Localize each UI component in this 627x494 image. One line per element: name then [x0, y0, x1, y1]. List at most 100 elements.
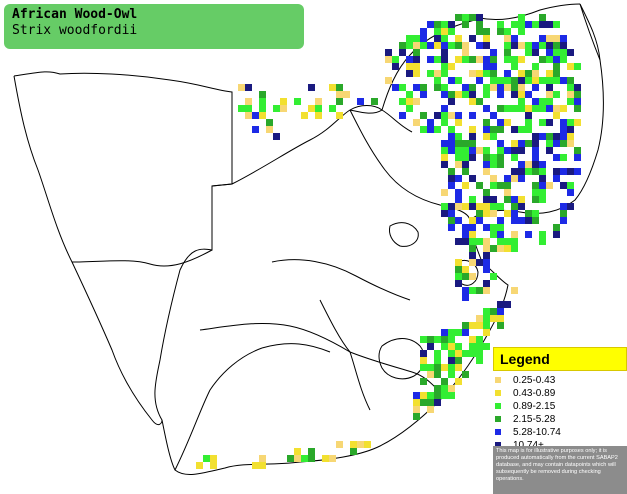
grid-cell	[511, 217, 518, 224]
grid-cell	[301, 455, 308, 462]
grid-cell	[462, 147, 469, 154]
grid-cell	[441, 63, 448, 70]
grid-cell	[455, 112, 462, 119]
grid-cell	[574, 154, 581, 161]
grid-cell	[308, 448, 315, 455]
grid-cell	[462, 371, 469, 378]
grid-cell	[448, 357, 455, 364]
grid-cell	[490, 56, 497, 63]
grid-cell	[546, 119, 553, 126]
grid-cell	[462, 42, 469, 49]
grid-cell	[504, 238, 511, 245]
grid-cell	[490, 70, 497, 77]
grid-cell	[343, 91, 350, 98]
grid-cell	[490, 154, 497, 161]
grid-cell	[553, 70, 560, 77]
grid-cell	[476, 217, 483, 224]
mozambique-coast-north	[579, 3, 601, 61]
grid-cell	[532, 21, 539, 28]
grid-cell	[483, 322, 490, 329]
grid-cell	[532, 210, 539, 217]
grid-cell	[462, 91, 469, 98]
legend-title: Legend	[500, 351, 550, 367]
grid-cell	[532, 147, 539, 154]
grid-cell	[434, 28, 441, 35]
grid-cell	[350, 448, 357, 455]
grid-cell	[455, 42, 462, 49]
grid-cell	[560, 203, 567, 210]
grid-cell	[511, 175, 518, 182]
grid-cell	[462, 182, 469, 189]
grid-cell	[448, 385, 455, 392]
grid-cell	[441, 364, 448, 371]
grid-cell	[567, 77, 574, 84]
orange-river-border	[71, 249, 213, 267]
grid-cell	[483, 154, 490, 161]
grid-cell	[483, 161, 490, 168]
grid-cell	[532, 182, 539, 189]
grid-cell	[497, 203, 504, 210]
grid-cell	[420, 112, 427, 119]
grid-cell	[532, 168, 539, 175]
grid-cell	[546, 84, 553, 91]
grid-cell	[448, 42, 455, 49]
grid-cell	[315, 105, 322, 112]
grid-cell	[483, 56, 490, 63]
grid-cell	[567, 126, 574, 133]
grid-cell	[469, 147, 476, 154]
grid-cell	[448, 210, 455, 217]
grid-cell	[427, 336, 434, 343]
grid-cell	[476, 357, 483, 364]
legend-swatch	[495, 377, 501, 383]
grid-cell	[448, 203, 455, 210]
grid-cell	[497, 245, 504, 252]
grid-cell	[441, 203, 448, 210]
grid-cell	[434, 77, 441, 84]
grid-cell	[455, 77, 462, 84]
grid-cell	[448, 28, 455, 35]
grid-cell	[371, 98, 378, 105]
legend-item: 2.15-5.28	[493, 413, 627, 426]
grid-cell	[511, 245, 518, 252]
grid-cell	[518, 98, 525, 105]
grid-cell	[553, 42, 560, 49]
grid-cell	[259, 105, 266, 112]
grid-cell	[476, 315, 483, 322]
grid-cell	[504, 77, 511, 84]
grid-cell	[441, 49, 448, 56]
grid-cell	[210, 455, 217, 462]
grid-cell	[511, 77, 518, 84]
grid-cell	[441, 28, 448, 35]
grid-cell	[525, 231, 532, 238]
grid-cell	[413, 84, 420, 91]
grid-cell	[364, 441, 371, 448]
grid-cell	[483, 35, 490, 42]
grid-cell	[553, 112, 560, 119]
grid-cell	[462, 168, 469, 175]
grid-cell	[469, 126, 476, 133]
grid-cell	[546, 35, 553, 42]
grid-cell	[518, 84, 525, 91]
grid-cell	[483, 287, 490, 294]
grid-cell	[553, 49, 560, 56]
inner-sa-provinces-4	[319, 299, 371, 411]
grid-cell	[511, 147, 518, 154]
grid-cell	[483, 70, 490, 77]
grid-cell	[413, 56, 420, 63]
grid-cell	[504, 28, 511, 35]
grid-cell	[553, 35, 560, 42]
grid-cell	[427, 406, 434, 413]
grid-cell	[497, 77, 504, 84]
grid-cell	[553, 105, 560, 112]
grid-cell	[553, 63, 560, 70]
grid-cell	[441, 91, 448, 98]
grid-cell	[546, 140, 553, 147]
grid-cell	[532, 196, 539, 203]
grid-cell	[441, 189, 448, 196]
grid-cell	[434, 126, 441, 133]
grid-cell	[441, 329, 448, 336]
grid-cell	[511, 154, 518, 161]
grid-cell	[476, 322, 483, 329]
grid-cell	[308, 84, 315, 91]
grid-cell	[574, 168, 581, 175]
